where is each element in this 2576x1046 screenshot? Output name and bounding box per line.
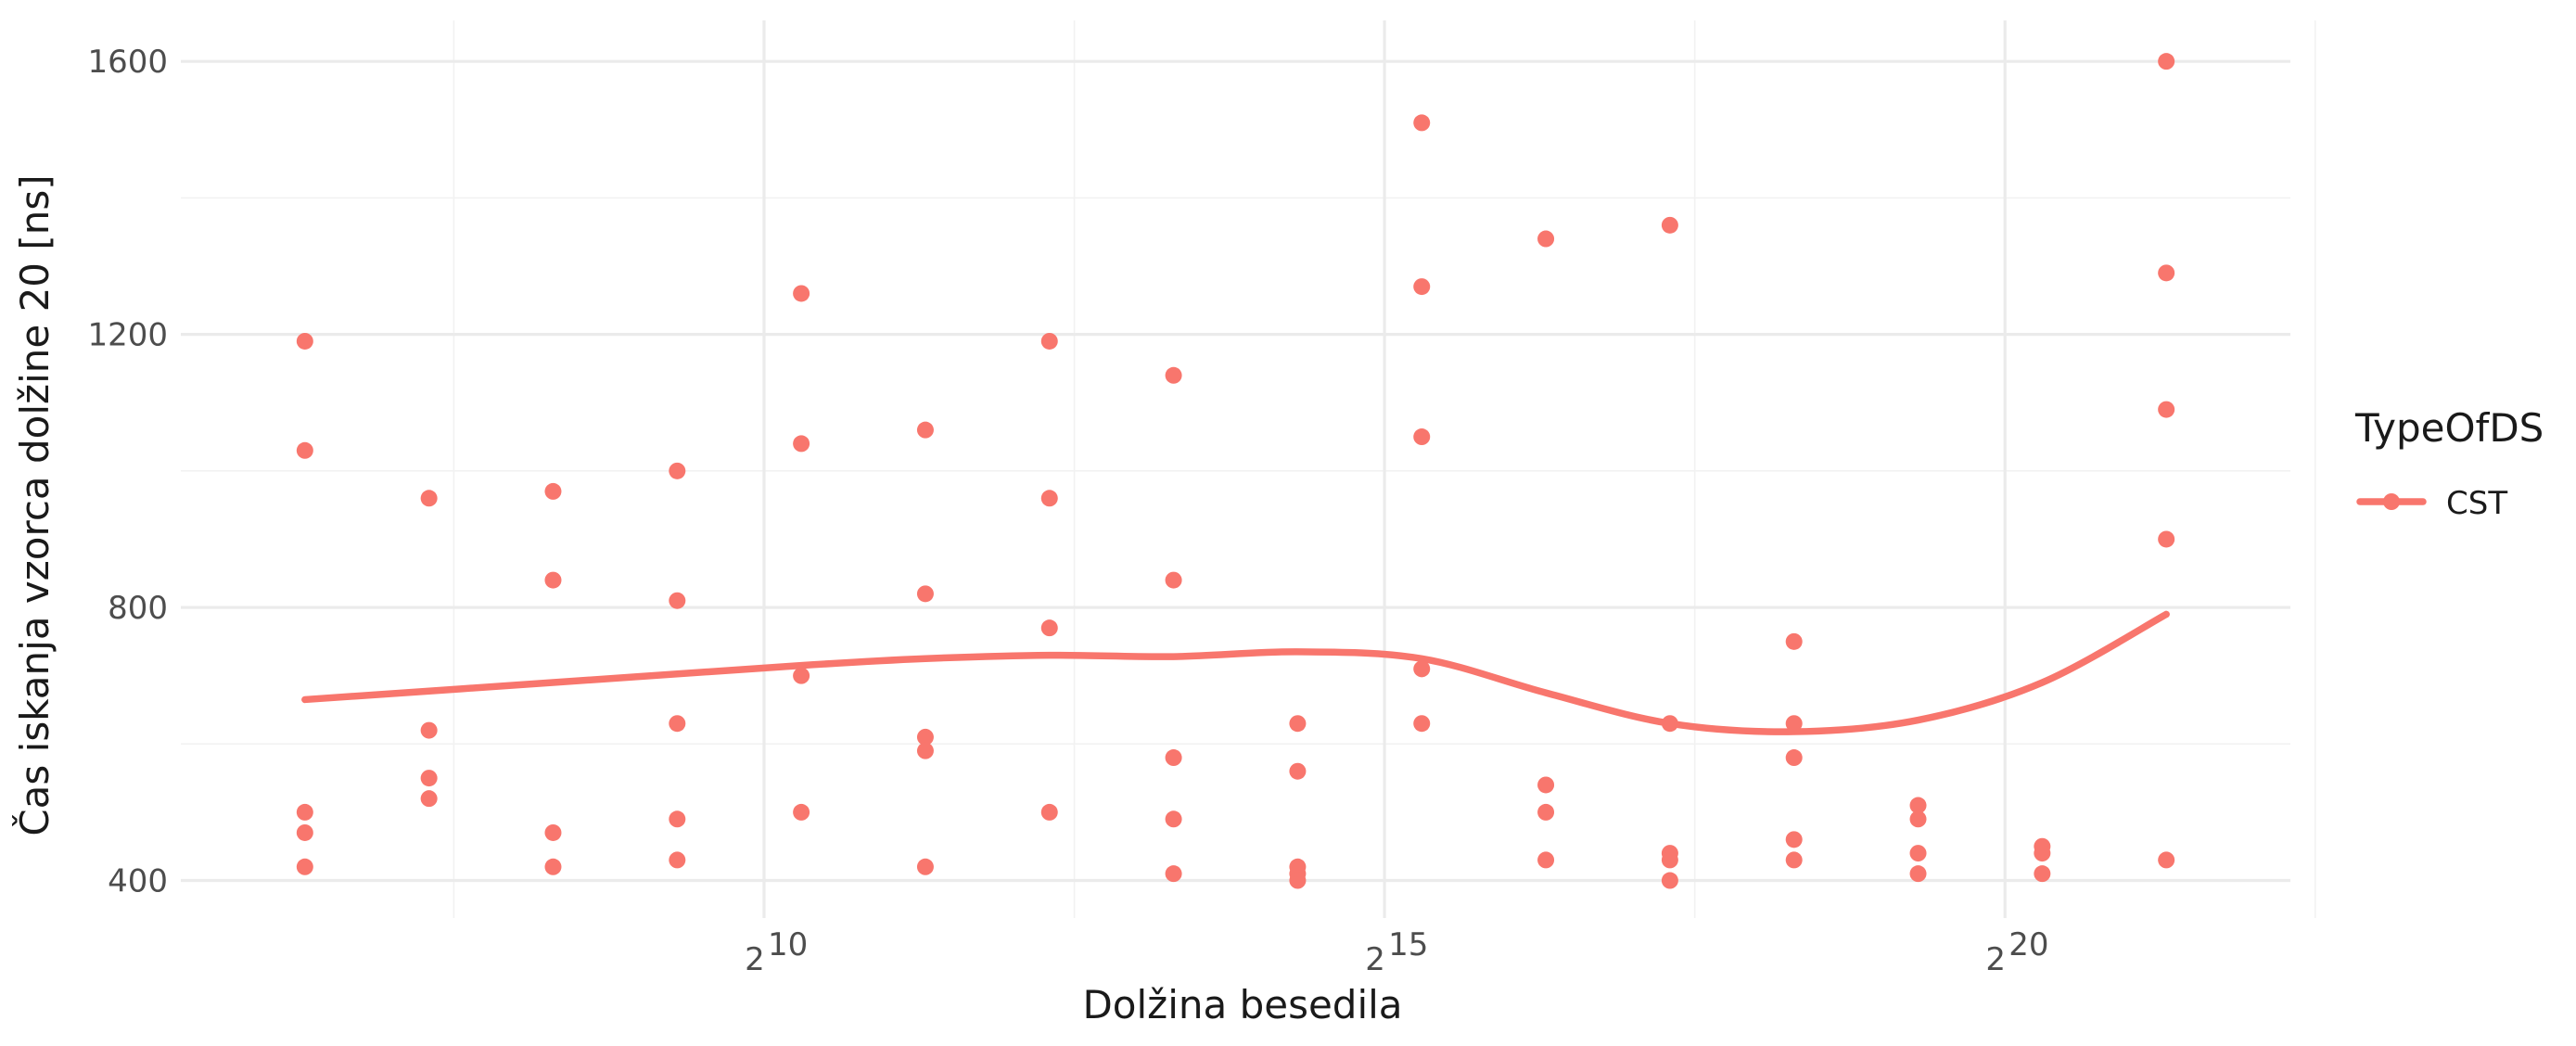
data-point-cst <box>916 742 934 759</box>
data-point-cst <box>2158 264 2175 282</box>
data-point-cst <box>1040 803 1058 821</box>
data-point-cst <box>544 482 562 500</box>
legend-key-point <box>2383 493 2400 510</box>
data-point-cst <box>420 790 438 808</box>
x-axis-tick-labels: 2 10 2 15 2 20 <box>745 926 2048 978</box>
data-point-cst <box>544 858 562 875</box>
data-point-cst <box>1661 851 1678 869</box>
data-point-cst <box>1537 230 1555 248</box>
data-point-cst <box>669 592 686 609</box>
x-tick-label-exponent: 20 <box>2009 926 2048 963</box>
data-point-cst <box>669 851 686 869</box>
grid-major <box>181 20 2290 918</box>
data-point-cst <box>669 810 686 828</box>
data-point-cst <box>1165 366 1182 384</box>
data-point-cst <box>1785 831 1803 848</box>
grid-minor <box>181 20 2316 918</box>
data-point-cst <box>1165 810 1182 828</box>
data-point-cst <box>793 285 810 302</box>
data-point-cst <box>1909 810 1927 828</box>
x-tick-label-base: 2 <box>1365 941 1385 978</box>
data-point-cst <box>1537 776 1555 794</box>
data-point-cst <box>1537 803 1555 821</box>
data-point-cst <box>420 721 438 739</box>
data-point-cst <box>1289 872 1307 889</box>
points-layer <box>296 53 2175 889</box>
x-tick-label-exponent: 15 <box>1388 926 1428 963</box>
data-point-cst <box>1785 851 1803 869</box>
x-tick-label-base: 2 <box>1985 941 2006 978</box>
x-tick-label-base: 2 <box>745 941 765 978</box>
series-line-cst <box>301 610 2170 735</box>
x-tick-label-exponent: 10 <box>768 926 808 963</box>
data-point-cst <box>916 728 934 746</box>
smooth-line-layer <box>301 610 2170 735</box>
data-point-cst <box>1537 851 1555 869</box>
data-point-cst <box>296 441 313 459</box>
data-point-cst <box>544 823 562 841</box>
data-point-cst <box>1413 278 1431 296</box>
y-tick-label: 400 <box>108 863 168 900</box>
data-point-cst <box>916 858 934 875</box>
data-point-cst <box>2034 845 2051 862</box>
data-point-cst <box>296 858 313 875</box>
data-point-cst <box>1785 749 1803 767</box>
data-point-cst <box>1909 797 1927 814</box>
y-tick-label: 1200 <box>87 317 168 354</box>
y-tick-label: 1600 <box>87 44 168 81</box>
data-point-cst <box>544 571 562 589</box>
data-point-cst <box>2158 401 2175 418</box>
data-point-cst <box>1785 715 1803 733</box>
data-point-cst <box>420 490 438 507</box>
data-point-cst <box>1040 332 1058 350</box>
data-point-cst <box>1165 749 1182 767</box>
data-point-cst <box>1661 872 1678 889</box>
data-point-cst <box>2158 53 2175 70</box>
data-point-cst <box>2158 530 2175 548</box>
data-point-cst <box>296 332 313 350</box>
data-point-cst <box>916 421 934 439</box>
data-point-cst <box>1040 490 1058 507</box>
data-point-cst <box>1661 216 1678 234</box>
data-point-cst <box>1040 619 1058 637</box>
data-point-cst <box>1165 865 1182 883</box>
x-axis-title: Dolžina besedila <box>1082 982 1402 1027</box>
data-point-cst <box>1909 845 1927 862</box>
data-point-cst <box>916 585 934 603</box>
legend: TypeOfDS CST <box>2354 405 2544 522</box>
data-point-cst <box>1909 865 1927 883</box>
data-point-cst <box>793 803 810 821</box>
data-point-cst <box>1165 571 1182 589</box>
data-point-cst <box>296 803 313 821</box>
legend-key-cst <box>2356 493 2427 510</box>
data-point-cst <box>793 435 810 453</box>
data-point-cst <box>2158 851 2175 869</box>
data-point-cst <box>2034 865 2051 883</box>
data-point-cst <box>1785 632 1803 650</box>
legend-label-cst: CST <box>2446 485 2507 522</box>
y-axis-title: Čas iskanja vzorca dolžine 20 [ns] <box>11 174 57 836</box>
data-point-cst <box>1413 715 1431 733</box>
data-point-cst <box>296 823 313 841</box>
data-point-cst <box>1289 715 1307 733</box>
data-point-cst <box>1413 660 1431 678</box>
data-point-cst <box>420 770 438 787</box>
data-point-cst <box>669 715 686 733</box>
y-tick-label: 800 <box>108 590 168 627</box>
y-axis-tick-labels: 400 800 1200 1600 <box>87 44 168 899</box>
data-point-cst <box>669 462 686 479</box>
data-point-cst <box>1289 762 1307 780</box>
data-point-cst <box>1661 715 1678 733</box>
data-point-cst <box>1413 114 1431 132</box>
data-point-cst <box>793 667 810 684</box>
legend-title: TypeOfDS <box>2354 405 2544 451</box>
data-point-cst <box>1413 428 1431 446</box>
